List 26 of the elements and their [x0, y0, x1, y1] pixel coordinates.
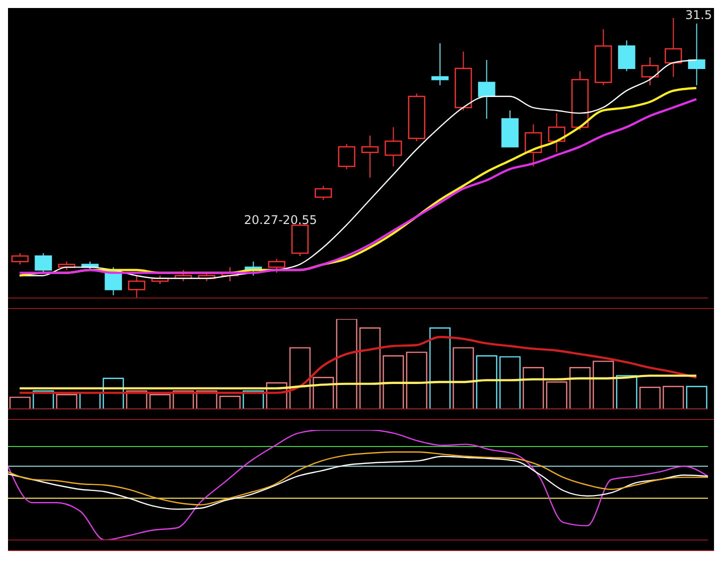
bar [429, 327, 451, 409]
candlestick [361, 135, 379, 178]
bar [359, 327, 381, 409]
annotation: 20.27-20.55 [244, 213, 318, 227]
candlestick [314, 186, 332, 200]
annotation: 31.5 [685, 8, 712, 22]
candlestick [34, 252, 52, 274]
candlestick [268, 258, 286, 274]
candlestick [128, 275, 146, 298]
candlestick [338, 144, 356, 170]
candlestick [548, 112, 566, 153]
bar [289, 347, 311, 409]
candlestick [641, 56, 659, 86]
bar [406, 352, 428, 409]
candlestick [524, 124, 542, 167]
candlestick [688, 23, 706, 86]
candlestick [478, 60, 496, 120]
bar [336, 319, 358, 409]
candlestick [431, 42, 449, 86]
candlestick [664, 18, 682, 78]
candlestick [618, 40, 636, 72]
candlestick [384, 126, 402, 167]
bar [382, 355, 404, 409]
bar [476, 355, 498, 409]
candlestick [11, 252, 29, 265]
bar [452, 347, 474, 409]
